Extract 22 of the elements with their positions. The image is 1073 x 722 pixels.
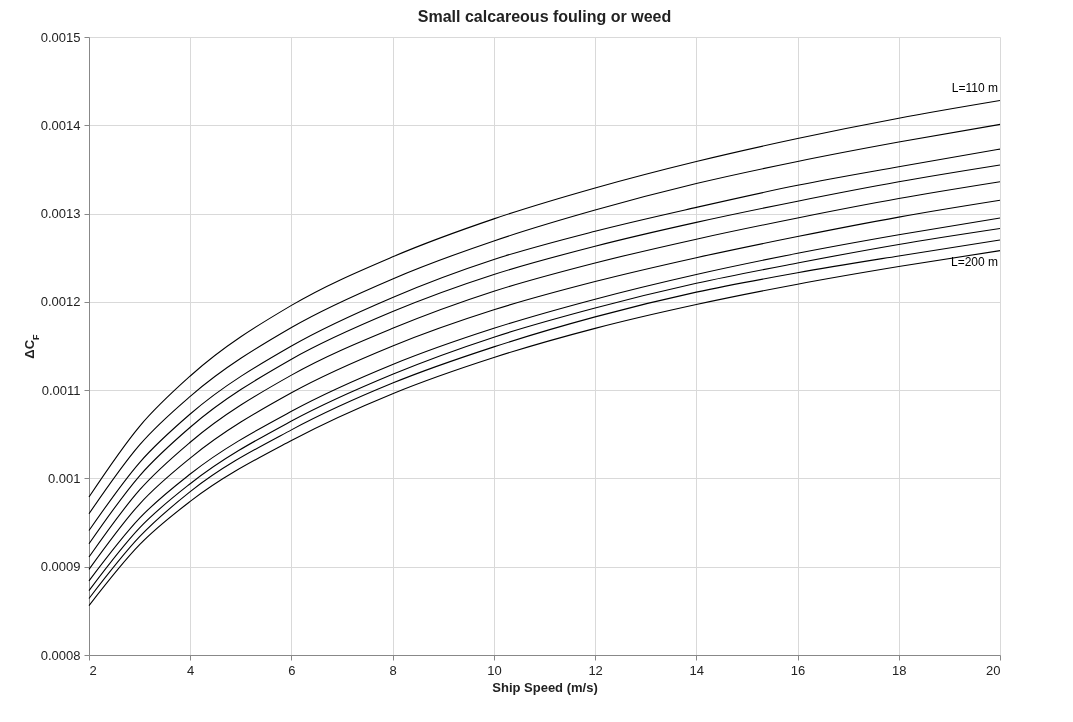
y-tick-label: 0.0009 (40, 559, 81, 575)
y-tick-label: 0.0013 (40, 206, 81, 222)
x-tick-label: 2 (89, 662, 97, 678)
y-tick-label: 0.0014 (40, 117, 81, 133)
y-tick-label: 0.0011 (41, 382, 81, 398)
x-tick-label: 10 (487, 662, 502, 678)
x-tick-label: 12 (588, 662, 603, 678)
chart-title: Small calcareous fouling or weed (417, 8, 672, 25)
y-tick-label: 0.001 (47, 470, 81, 486)
y-tick-label: 0.0015 (40, 29, 81, 45)
x-tick-label: 14 (689, 662, 705, 678)
x-tick-label: 18 (892, 662, 907, 678)
x-tick-label: 6 (288, 662, 296, 678)
y-tick-label: 0.0012 (40, 294, 81, 310)
annotation: L=200 m (950, 254, 998, 269)
x-tick-label: 20 (986, 662, 1001, 678)
x-tick-label: 16 (790, 662, 806, 678)
y-tick-label: 0.0008 (40, 647, 81, 663)
x-tick-label: 8 (389, 662, 397, 678)
x-tick-label: 4 (187, 662, 195, 678)
x-axis-title: Ship Speed (m/s) (492, 679, 598, 695)
annotation: L=110 m (951, 80, 998, 95)
